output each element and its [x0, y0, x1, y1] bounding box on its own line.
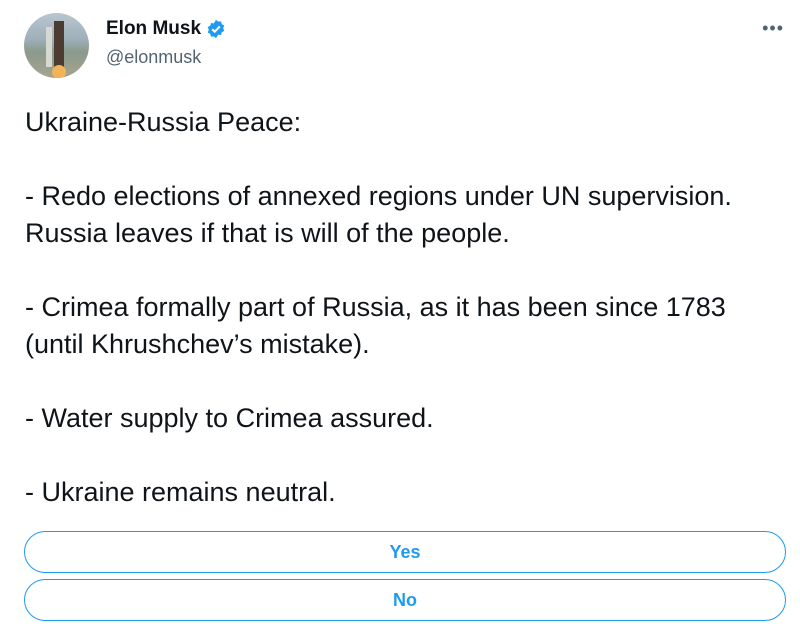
avatar-flame: [52, 65, 66, 78]
author-name[interactable]: Elon Musk: [106, 18, 202, 39]
author-handle[interactable]: @elonmusk: [106, 47, 202, 67]
verified-badge-icon: [207, 19, 225, 39]
tweet-paragraph: - Crimea formally part of Russia, as it …: [25, 292, 726, 359]
poll-option-no[interactable]: No: [24, 579, 786, 621]
tweet-paragraph: - Redo elections of annexed regions unde…: [25, 181, 732, 248]
more-horizontal-icon[interactable]: •••: [762, 18, 784, 38]
poll-option-yes[interactable]: Yes: [24, 531, 786, 573]
tweet-paragraph: Ukraine-Russia Peace:: [25, 107, 302, 137]
avatar-tower: [54, 21, 64, 73]
poll-option-label: Yes: [389, 541, 421, 562]
tweet-paragraph: - Ukraine remains neutral.: [25, 477, 336, 507]
avatar-rocket: [46, 27, 52, 67]
poll-option-label: No: [393, 589, 417, 610]
avatar[interactable]: [24, 13, 89, 78]
tweet-text: Ukraine-Russia Peace: - Redo elections o…: [25, 104, 785, 548]
author-name-row[interactable]: Elon Musk: [106, 18, 226, 40]
tweet-paragraph: - Water supply to Crimea assured.: [25, 403, 434, 433]
